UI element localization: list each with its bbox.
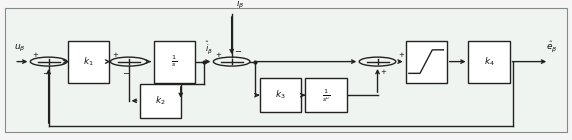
FancyBboxPatch shape [406,41,447,83]
Text: $\frac{1}{s}$: $\frac{1}{s}$ [172,54,177,69]
Text: $\frac{1}{s^u}$: $\frac{1}{s^u}$ [322,87,330,103]
Text: +: + [380,69,386,75]
Text: $k_3$: $k_3$ [275,89,285,102]
Text: −: − [122,69,129,78]
Text: $\hat{e}_\beta$: $\hat{e}_\beta$ [546,39,558,54]
Text: $u_\beta$: $u_\beta$ [14,43,26,54]
Text: $k_1$: $k_1$ [84,55,94,68]
FancyBboxPatch shape [260,78,301,112]
FancyBboxPatch shape [154,41,195,83]
Text: $k_2$: $k_2$ [155,94,165,107]
Text: $i_\beta$: $i_\beta$ [236,0,245,11]
FancyBboxPatch shape [468,41,510,83]
Text: +: + [399,52,404,58]
Text: $k_4$: $k_4$ [484,55,494,68]
Text: −: − [42,69,49,78]
Text: +: + [215,52,221,58]
FancyBboxPatch shape [68,41,109,83]
Text: −: − [235,47,241,56]
FancyBboxPatch shape [140,84,181,118]
FancyBboxPatch shape [5,8,567,132]
Text: +: + [32,52,38,58]
FancyBboxPatch shape [305,78,347,112]
Text: +: + [112,52,118,58]
Text: $\hat{i}_\beta$: $\hat{i}_\beta$ [205,39,213,56]
